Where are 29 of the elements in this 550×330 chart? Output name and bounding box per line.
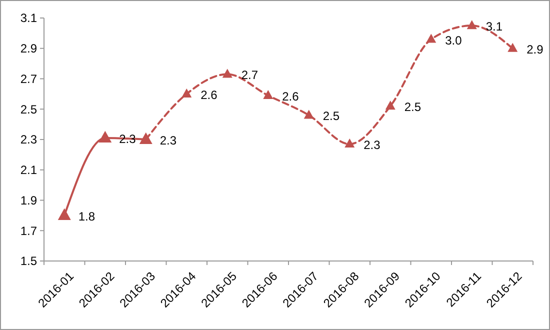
point <box>385 100 396 110</box>
data-label: 2.6 <box>200 88 218 102</box>
point <box>222 68 232 78</box>
y-tick-label: 1.7 <box>20 224 38 238</box>
y-tick-label: 1.5 <box>20 254 38 268</box>
point <box>304 110 314 119</box>
data-label: 3.0 <box>445 33 462 48</box>
data-label: 2.3 <box>364 138 381 152</box>
point <box>508 42 518 52</box>
data-label: 2.6 <box>282 89 300 104</box>
data-label: 2.5 <box>404 100 422 114</box>
data-label: 2.3 <box>160 134 177 148</box>
y-tick-label: 2.9 <box>20 42 38 56</box>
data-label: 3.1 <box>486 20 503 34</box>
point <box>182 88 192 98</box>
point <box>466 20 477 30</box>
data-label: 2.9 <box>526 42 544 56</box>
y-tick-label: 3.1 <box>20 11 38 26</box>
y-tick-label: 2.1 <box>20 163 38 178</box>
y-tick-label: 1.9 <box>20 193 38 208</box>
data-label: 1.8 <box>78 209 96 224</box>
point <box>344 138 355 148</box>
point <box>263 90 274 99</box>
y-tick-label: 2.7 <box>20 72 38 86</box>
data-label: 2.7 <box>241 68 258 82</box>
point <box>426 34 436 43</box>
data-label: 2.5 <box>322 109 340 124</box>
y-tick-label: 2.5 <box>20 102 38 116</box>
y-tick-label: 2.3 <box>20 132 38 147</box>
